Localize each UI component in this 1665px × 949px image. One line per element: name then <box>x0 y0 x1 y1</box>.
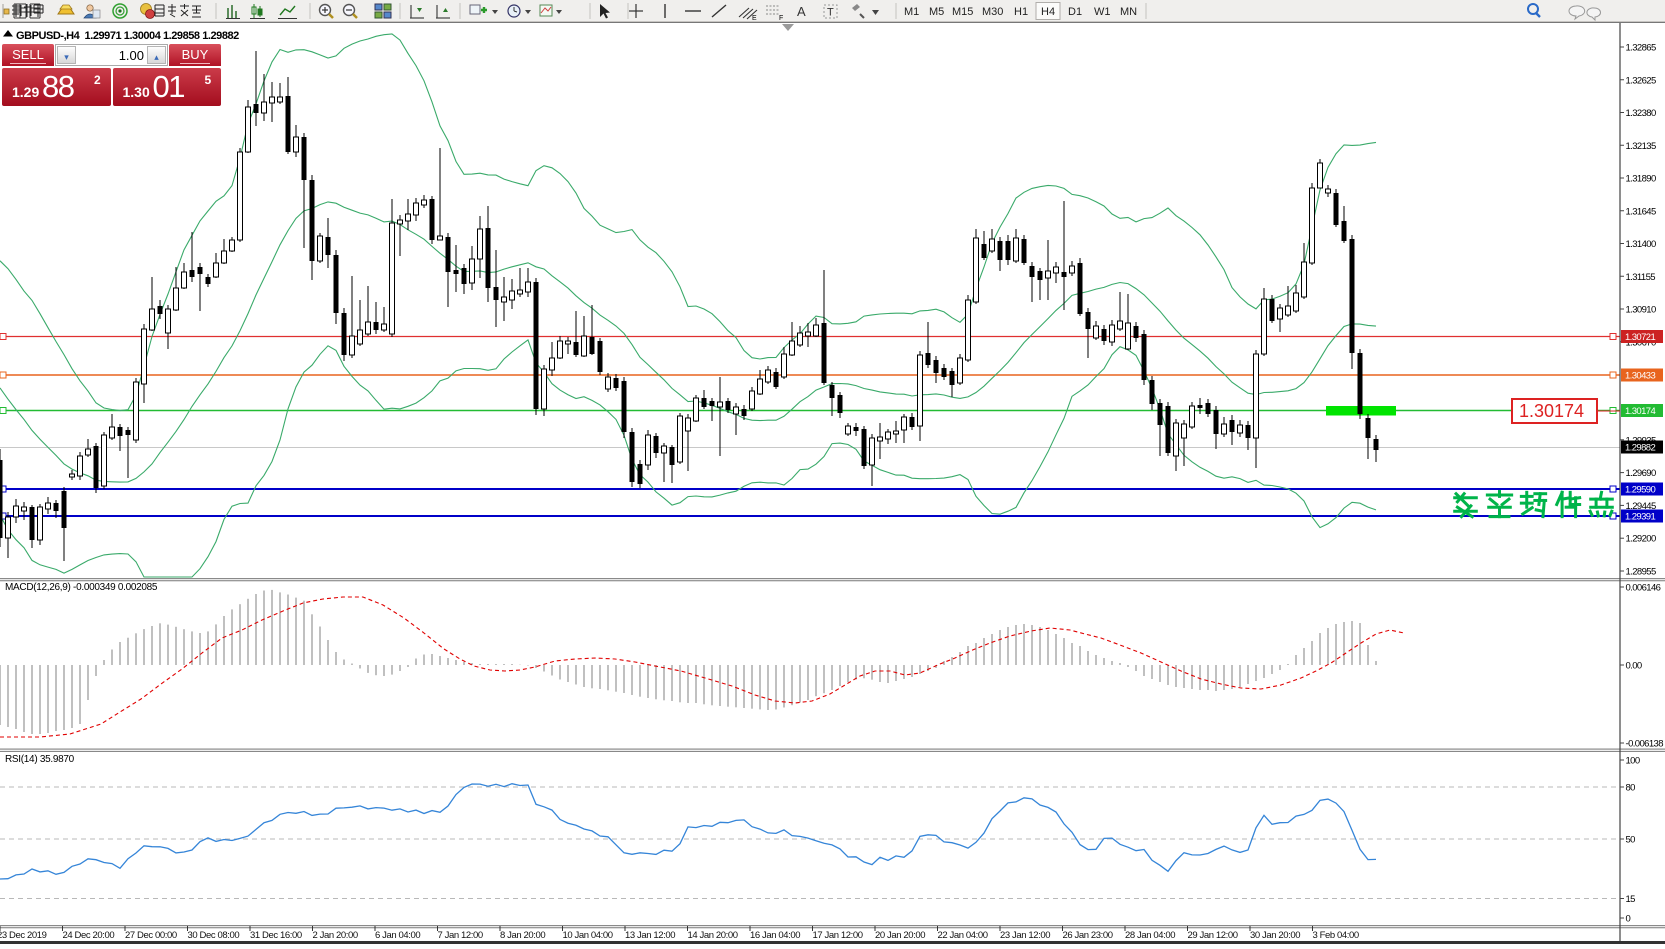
svg-text:20 Jan 20:00: 20 Jan 20:00 <box>875 930 925 941</box>
svg-text:22 Jan 04:00: 22 Jan 04:00 <box>938 930 988 941</box>
svg-text:10 Jan 04:00: 10 Jan 04:00 <box>563 930 613 941</box>
svg-text:MACD(12,26,9) -0.000349 0.0020: MACD(12,26,9) -0.000349 0.002085 <box>5 582 158 593</box>
svg-text:1.30433: 1.30433 <box>1625 371 1655 382</box>
svg-text:28 Jan 04:00: 28 Jan 04:00 <box>1125 930 1175 941</box>
svg-text:14 Jan 20:00: 14 Jan 20:00 <box>688 930 738 941</box>
svg-text:H4: H4 <box>1041 6 1055 18</box>
svg-text:13 Jan 12:00: 13 Jan 12:00 <box>625 930 675 941</box>
svg-text:GBPUSD-,H4 1.29971 1.30004 1.: GBPUSD-,H4 1.29971 1.30004 1.29858 1.298… <box>16 30 239 42</box>
svg-text:F: F <box>779 15 783 22</box>
svg-text:RSI(14) 35.9870: RSI(14) 35.9870 <box>5 754 75 765</box>
svg-text:2 Jan 20:00: 2 Jan 20:00 <box>313 930 358 941</box>
svg-text:A: A <box>797 4 806 19</box>
svg-text:MN: MN <box>1120 6 1137 18</box>
svg-text:1.30174: 1.30174 <box>1519 401 1584 421</box>
svg-text:1.28955: 1.28955 <box>1626 567 1656 578</box>
svg-text:1.32135: 1.32135 <box>1626 141 1656 152</box>
svg-text:27 Dec 00:00: 27 Dec 00:00 <box>125 930 177 941</box>
svg-text:31 Dec 16:00: 31 Dec 16:00 <box>250 930 302 941</box>
svg-text:1.32380: 1.32380 <box>1626 108 1656 119</box>
svg-text:-0.006138: -0.006138 <box>1626 739 1664 750</box>
svg-text:7 Jan 12:00: 7 Jan 12:00 <box>438 930 483 941</box>
svg-text:1.29200: 1.29200 <box>1626 534 1656 545</box>
svg-text:23 Dec 2019: 23 Dec 2019 <box>0 930 47 941</box>
svg-text:1.30910: 1.30910 <box>1626 305 1656 316</box>
svg-text:T: T <box>827 7 834 19</box>
svg-text:26 Jan 23:00: 26 Jan 23:00 <box>1063 930 1113 941</box>
svg-text:8 Jan 20:00: 8 Jan 20:00 <box>500 930 545 941</box>
svg-text:1.32865: 1.32865 <box>1626 43 1656 54</box>
svg-text:3 Feb 04:00: 3 Feb 04:00 <box>1313 930 1359 941</box>
svg-text:M15: M15 <box>952 6 973 18</box>
svg-text:30 Jan 20:00: 30 Jan 20:00 <box>1250 930 1300 941</box>
svg-text:1.31400: 1.31400 <box>1626 239 1656 250</box>
svg-text:H1: H1 <box>1014 6 1028 18</box>
svg-text:6 Jan 04:00: 6 Jan 04:00 <box>375 930 420 941</box>
svg-text:D1: D1 <box>1068 6 1082 18</box>
svg-text:1.30721: 1.30721 <box>1625 332 1655 343</box>
svg-text:16 Jan 04:00: 16 Jan 04:00 <box>750 930 800 941</box>
svg-text:30 Dec 08:00: 30 Dec 08:00 <box>188 930 240 941</box>
svg-text:1.29690: 1.29690 <box>1626 468 1656 479</box>
svg-text:0.006146: 0.006146 <box>1626 583 1661 594</box>
svg-text:M30: M30 <box>982 6 1003 18</box>
svg-text:M1: M1 <box>904 6 919 18</box>
svg-text:1.30174: 1.30174 <box>1625 406 1655 417</box>
svg-text:17 Jan 12:00: 17 Jan 12:00 <box>813 930 863 941</box>
svg-text:E: E <box>752 15 757 22</box>
svg-text:1.32625: 1.32625 <box>1626 75 1656 86</box>
svg-text:24 Dec 20:00: 24 Dec 20:00 <box>63 930 115 941</box>
svg-text:M5: M5 <box>929 6 944 18</box>
svg-text:1.29590: 1.29590 <box>1625 485 1655 496</box>
svg-text:0: 0 <box>1626 914 1631 925</box>
svg-text:W1: W1 <box>1094 6 1111 18</box>
svg-text:1.31155: 1.31155 <box>1626 272 1656 283</box>
svg-text:15: 15 <box>1626 894 1636 905</box>
svg-text:1.31890: 1.31890 <box>1626 174 1656 185</box>
svg-text:100: 100 <box>1626 756 1640 767</box>
svg-text:23 Jan 12:00: 23 Jan 12:00 <box>1000 930 1050 941</box>
svg-text:80: 80 <box>1626 783 1636 794</box>
svg-text:1.29882: 1.29882 <box>1625 443 1655 454</box>
svg-text:0.00: 0.00 <box>1626 661 1642 672</box>
svg-text:1.29445: 1.29445 <box>1626 501 1656 512</box>
svg-text:1.31645: 1.31645 <box>1626 206 1656 217</box>
svg-text:50: 50 <box>1626 835 1636 846</box>
svg-text:29 Jan 12:00: 29 Jan 12:00 <box>1188 930 1238 941</box>
svg-text:1.29391: 1.29391 <box>1625 512 1655 523</box>
